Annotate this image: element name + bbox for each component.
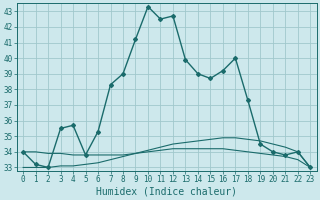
X-axis label: Humidex (Indice chaleur): Humidex (Indice chaleur) bbox=[96, 187, 237, 197]
